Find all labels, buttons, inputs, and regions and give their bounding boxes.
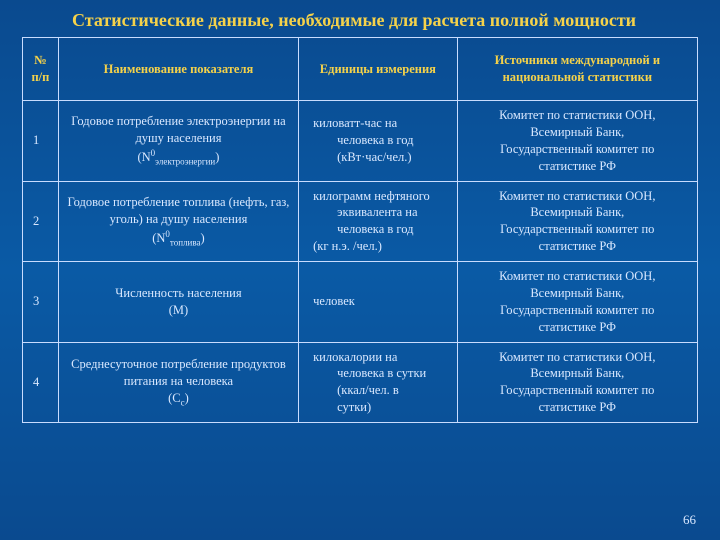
name-text: Среднесуточное потребление продуктов пит… [71,357,286,388]
cell-source: Комитет по статистики ООН, Всемирный Бан… [457,181,697,262]
name-symbol: (Cc) [168,391,189,405]
page-number: 66 [683,512,696,528]
cell-units: килокалории на человека в сутки (ккал/че… [299,342,458,423]
stats-table: № п/п Наименование показателя Единицы из… [22,37,698,423]
table-row: 4 Среднесуточное потребление продуктов п… [23,342,698,423]
name-symbol: (M) [169,303,188,317]
name-symbol: (N0топлива) [152,231,204,245]
cell-number: 3 [23,262,59,343]
th-number: № п/п [23,38,59,101]
th-units: Единицы измерения [299,38,458,101]
slide: Статистические данные, необходимые для р… [0,0,720,540]
slide-title: Статистические данные, необходимые для р… [22,10,698,31]
cell-name: Годовое потребление электроэнергии на ду… [58,101,298,182]
th-name: Наименование показателя [58,38,298,101]
name-text: Годовое потребление электроэнергии на ду… [71,114,285,145]
cell-number: 1 [23,101,59,182]
table-row: 3 Численность населения (M) человек Коми… [23,262,698,343]
cell-units: человек [299,262,458,343]
table-row: 2 Годовое потребление топлива (нефть, га… [23,181,698,262]
cell-number: 2 [23,181,59,262]
name-text: Годовое потребление топлива (нефть, газ,… [67,195,289,226]
cell-name: Среднесуточное потребление продуктов пит… [58,342,298,423]
cell-source: Комитет по статистики ООН, Всемирный Бан… [457,342,697,423]
cell-units: киловатт-час на человека в год (кВт·час/… [299,101,458,182]
cell-name: Численность населения (M) [58,262,298,343]
name-symbol: (N0электроэнергии) [137,150,219,164]
th-sources: Источники международной и национальной с… [457,38,697,101]
cell-number: 4 [23,342,59,423]
table-header-row: № п/п Наименование показателя Единицы из… [23,38,698,101]
cell-source: Комитет по статистики ООН, Всемирный Бан… [457,101,697,182]
table-row: 1 Годовое потребление электроэнергии на … [23,101,698,182]
name-text: Численность населения [115,286,241,300]
cell-name: Годовое потребление топлива (нефть, газ,… [58,181,298,262]
cell-units: килограмм нефтяного эквивалента на челов… [299,181,458,262]
cell-source: Комитет по статистики ООН, Всемирный Бан… [457,262,697,343]
